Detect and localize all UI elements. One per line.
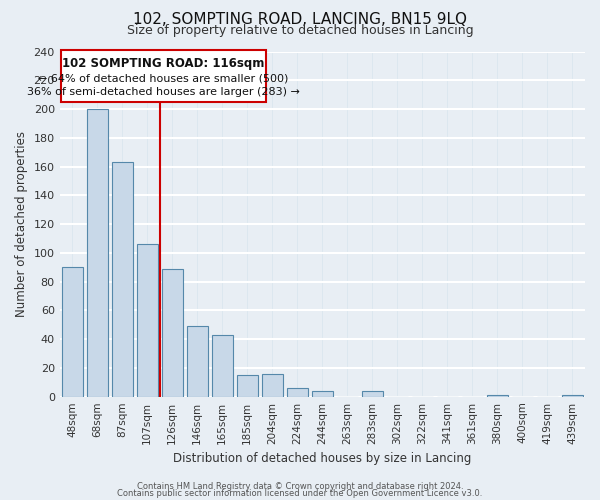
Text: 102 SOMPTING ROAD: 116sqm: 102 SOMPTING ROAD: 116sqm bbox=[62, 58, 265, 70]
Bar bbox=[287, 388, 308, 396]
Y-axis label: Number of detached properties: Number of detached properties bbox=[15, 131, 28, 317]
Bar bbox=[312, 391, 333, 396]
Text: Contains public sector information licensed under the Open Government Licence v3: Contains public sector information licen… bbox=[118, 489, 482, 498]
FancyBboxPatch shape bbox=[61, 50, 266, 102]
Text: 102, SOMPTING ROAD, LANCING, BN15 9LQ: 102, SOMPTING ROAD, LANCING, BN15 9LQ bbox=[133, 12, 467, 28]
Bar bbox=[362, 391, 383, 396]
Text: Contains HM Land Registry data © Crown copyright and database right 2024.: Contains HM Land Registry data © Crown c… bbox=[137, 482, 463, 491]
Bar bbox=[187, 326, 208, 396]
Bar bbox=[62, 267, 83, 396]
Bar bbox=[86, 109, 108, 397]
Bar bbox=[112, 162, 133, 396]
Bar bbox=[137, 244, 158, 396]
Text: ← 64% of detached houses are smaller (500): ← 64% of detached houses are smaller (50… bbox=[38, 73, 289, 83]
Bar bbox=[236, 375, 258, 396]
Bar bbox=[262, 374, 283, 396]
Bar bbox=[161, 268, 183, 396]
Bar bbox=[212, 335, 233, 396]
Text: 36% of semi-detached houses are larger (283) →: 36% of semi-detached houses are larger (… bbox=[27, 88, 300, 98]
Text: Size of property relative to detached houses in Lancing: Size of property relative to detached ho… bbox=[127, 24, 473, 37]
Bar bbox=[487, 395, 508, 396]
X-axis label: Distribution of detached houses by size in Lancing: Distribution of detached houses by size … bbox=[173, 452, 472, 465]
Bar bbox=[562, 395, 583, 396]
